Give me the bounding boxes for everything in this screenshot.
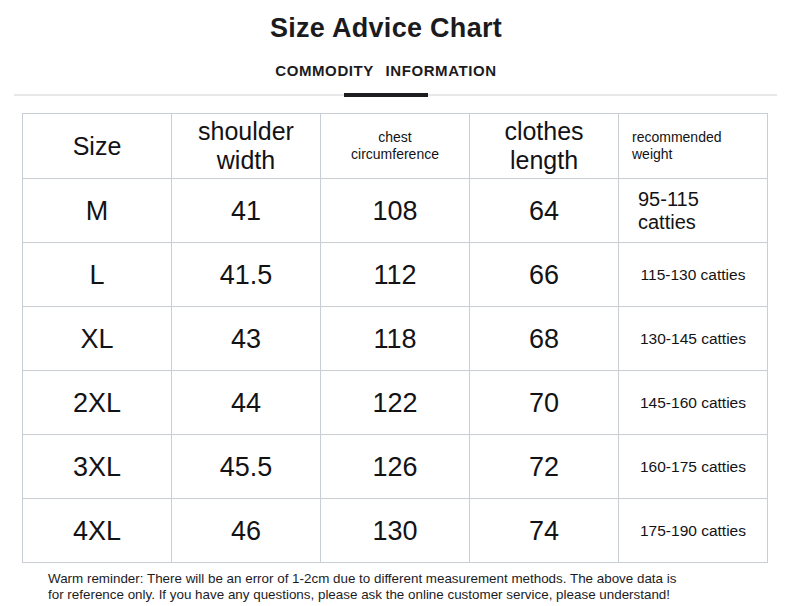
warm-reminder-text: Warm reminder: There will be an error of…	[48, 571, 748, 603]
section-subtitle: COMMODITY INFORMATION	[0, 63, 781, 79]
cell-size: XL	[23, 307, 172, 371]
divider-line-dark-indicator	[344, 93, 428, 97]
cell-shoulder-width: 46	[172, 499, 321, 563]
cell-size: L	[23, 243, 172, 307]
table-row: XL4311868130-145 catties	[23, 307, 768, 371]
cell-shoulder-width: 44	[172, 371, 321, 435]
cell-recommended-weight: 145-160 catties	[619, 371, 768, 435]
cell-recommended-weight: 95-115 catties	[619, 179, 768, 243]
table-row: L41.511266115-130 catties	[23, 243, 768, 307]
warm-reminder-line: Warm reminder: There will be an error of…	[48, 571, 748, 587]
table-row: 3XL45.512672160-175 catties	[23, 435, 768, 499]
page-title: Size Advice Chart	[0, 12, 781, 44]
column-header-clothes-length: clothes length	[470, 114, 619, 179]
cell-size: 4XL	[23, 499, 172, 563]
size-table-body: M411086495-115 cattiesL41.511266115-130 …	[23, 179, 768, 563]
warm-reminder-line: for reference only. If you have any ques…	[48, 587, 748, 603]
cell-size: 3XL	[23, 435, 172, 499]
cell-shoulder-width: 45.5	[172, 435, 321, 499]
table-row: 4XL4613074175-190 catties	[23, 499, 768, 563]
cell-recommended-weight: 175-190 catties	[619, 499, 768, 563]
cell-clothes-length: 68	[470, 307, 619, 371]
cell-recommended-weight: 160-175 catties	[619, 435, 768, 499]
cell-recommended-weight: 130-145 catties	[619, 307, 768, 371]
cell-clothes-length: 70	[470, 371, 619, 435]
cell-clothes-length: 64	[470, 179, 619, 243]
cell-chest-circumference: 118	[321, 307, 470, 371]
cell-clothes-length: 72	[470, 435, 619, 499]
header-row: Size shoulder width chest circumference …	[23, 114, 768, 179]
size-advice-table: Size shoulder width chest circumference …	[22, 113, 768, 563]
table-row: M411086495-115 catties	[23, 179, 768, 243]
cell-shoulder-width: 41	[172, 179, 321, 243]
cell-recommended-weight: 115-130 catties	[619, 243, 768, 307]
cell-chest-circumference: 130	[321, 499, 470, 563]
cell-chest-circumference: 112	[321, 243, 470, 307]
cell-chest-circumference: 122	[321, 371, 470, 435]
cell-shoulder-width: 41.5	[172, 243, 321, 307]
size-table-header: Size shoulder width chest circumference …	[23, 114, 768, 179]
column-header-shoulder-width: shoulder width	[172, 114, 321, 179]
column-header-size: Size	[23, 114, 172, 179]
cell-chest-circumference: 126	[321, 435, 470, 499]
table-row: 2XL4412270145-160 catties	[23, 371, 768, 435]
cell-size: 2XL	[23, 371, 172, 435]
section-divider	[0, 93, 790, 97]
cell-clothes-length: 74	[470, 499, 619, 563]
column-header-recommended-weight: recommended weight	[619, 114, 768, 179]
cell-clothes-length: 66	[470, 243, 619, 307]
column-header-chest-circumference: chest circumference	[321, 114, 470, 179]
cell-size: M	[23, 179, 172, 243]
cell-shoulder-width: 43	[172, 307, 321, 371]
cell-chest-circumference: 108	[321, 179, 470, 243]
